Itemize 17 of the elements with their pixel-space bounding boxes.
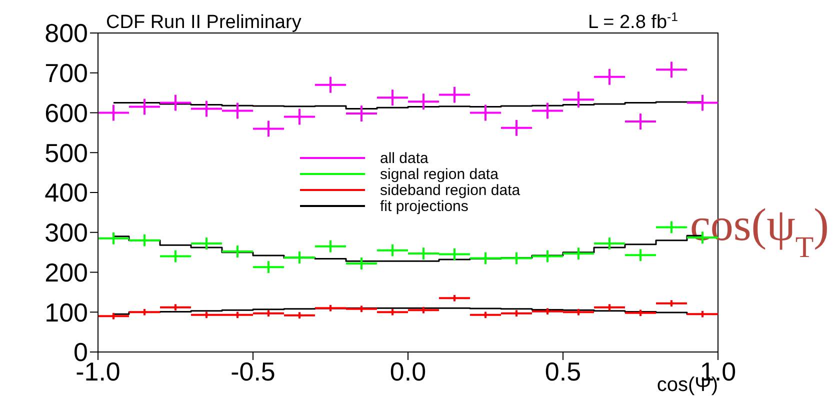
x-tick-label: 0.5 [544, 356, 582, 386]
y-tick-label: 200 [44, 257, 88, 288]
legend-label: all data [380, 150, 430, 167]
y-tick-label: 100 [44, 297, 88, 328]
legend-label: fit projections [380, 198, 468, 215]
annotation: L = 2.8 fb$^{-1}$ [588, 10, 678, 33]
legend-label: sideband region data [380, 182, 521, 199]
y-tick-label: 800 [44, 18, 88, 48]
y-tick-label: 700 [44, 58, 88, 88]
x-tick-label: 0.0 [390, 356, 426, 386]
x-tick-label: -0.5 [230, 356, 276, 386]
chart-title: CDF Run II Preliminary [106, 12, 302, 33]
legend-label: signal region data [380, 166, 500, 183]
y-tick-label: 500 [44, 138, 88, 168]
y-tick-label: 300 [44, 218, 88, 248]
y-tick-label: 400 [44, 178, 88, 208]
y-tick-label: 600 [44, 98, 88, 128]
